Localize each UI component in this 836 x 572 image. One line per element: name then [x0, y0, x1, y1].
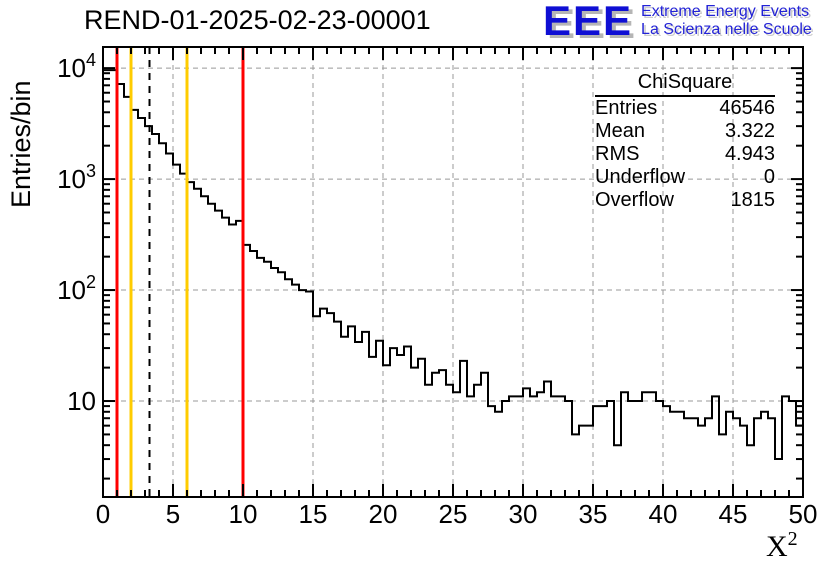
x-tick-label: 5	[166, 499, 180, 529]
x-tick-label: 10	[229, 499, 258, 529]
eee-logo-text: Extreme Energy Events La Scienza nelle S…	[641, 3, 812, 39]
stats-label: RMS	[595, 143, 640, 165]
stats-row-mean: Mean 3.322	[595, 120, 775, 143]
x-tick-label: 40	[649, 499, 678, 529]
stats-label: Overflow	[595, 189, 674, 211]
stats-row-rms: RMS 4.943	[595, 143, 775, 166]
stats-row-overflow: Overflow 1815	[595, 189, 775, 212]
x-tick-label: 50	[789, 499, 818, 529]
stats-label: Entries	[595, 97, 658, 119]
eee-logo-line1: Extreme Energy Events	[641, 3, 810, 20]
x-axis-title-exponent: 2	[787, 528, 798, 550]
x-tick-label: 45	[719, 499, 748, 529]
histogram-path	[103, 69, 803, 460]
x-tick-label: 20	[369, 499, 398, 529]
eee-logo-acronym: EEE	[543, 0, 634, 44]
x-tick-label: 30	[509, 499, 538, 529]
y-tick-label: 102	[57, 272, 96, 305]
stats-label: Underflow	[595, 166, 686, 188]
stats-box: ChiSquare Entries 46546 Mean 3.322 RMS 4…	[595, 71, 775, 212]
stats-label: Mean	[595, 120, 646, 142]
stats-value: 3.322	[724, 120, 775, 142]
x-tick-label: 15	[299, 499, 328, 529]
stats-row-underflow: Underflow 0	[595, 166, 775, 189]
x-axis-title-base: X	[766, 530, 788, 563]
stats-value: 4.943	[724, 143, 775, 165]
stats-row-entries: Entries 46546	[595, 97, 775, 120]
eee-logo: EEE Extreme Energy Events La Scienza nel…	[543, 0, 812, 44]
y-axis-title: Entries/bin	[6, 80, 36, 208]
x-tick-label: 25	[439, 499, 468, 529]
plot-title: REND-01-2025-02-23-00001	[84, 5, 431, 35]
stats-box-title: ChiSquare	[595, 71, 775, 97]
x-tick-label: 35	[579, 499, 608, 529]
x-axis-title: X2	[766, 528, 798, 564]
y-tick-label: 10	[67, 386, 96, 416]
stats-value: 46546	[719, 97, 775, 119]
eee-logo-line2: La Scienza nelle Scuole	[641, 21, 812, 38]
y-tick-label: 104	[57, 50, 96, 83]
stats-value: 0	[763, 166, 775, 188]
stats-value: 1815	[730, 189, 776, 211]
x-tick-label: 0	[96, 499, 110, 529]
y-tick-label: 103	[57, 161, 96, 194]
